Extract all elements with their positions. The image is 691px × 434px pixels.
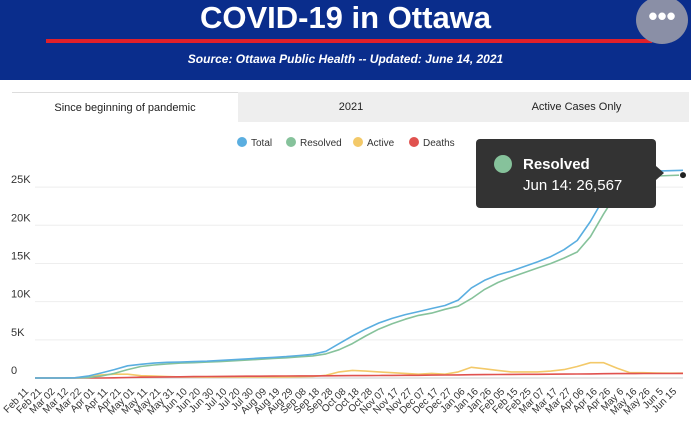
y-tick-label: 20K [11, 212, 31, 224]
more-options-button[interactable]: ••• [636, 0, 688, 44]
legend-item-resolved: Resolved [286, 137, 342, 149]
legend-swatch [353, 137, 363, 147]
y-tick-label: 0 [11, 365, 17, 377]
tooltip: Resolved Jun 14: 26,567 [476, 139, 664, 208]
highlight-point [679, 171, 687, 180]
tab-bar: Since beginning of pandemic 2021 Active … [12, 92, 689, 122]
legend-item-total: Total [237, 137, 272, 149]
legend-label: Resolved [300, 138, 342, 149]
legend-item-deaths: Deaths [409, 137, 455, 149]
tooltip-arrow [656, 166, 664, 180]
title-underline [46, 39, 652, 43]
legend-label: Total [251, 138, 272, 149]
tooltip-series: Resolved [523, 156, 590, 173]
series-line-active [35, 361, 683, 379]
series-line-deaths [35, 372, 684, 379]
tooltip-box [476, 139, 656, 208]
y-tick-label: 25K [11, 174, 31, 186]
legend-label: Deaths [423, 138, 455, 149]
page-subtitle: Source: Ottawa Public Health -- Updated:… [187, 52, 504, 66]
tooltip-value: Jun 14: 26,567 [523, 177, 622, 194]
legend-label: Active [367, 138, 395, 149]
page-title: COVID-19 in Ottawa [199, 0, 492, 35]
legend-item-active: Active [353, 137, 395, 149]
legend-swatch [286, 137, 296, 147]
tab-active-cases-only[interactable]: Active Cases Only [531, 101, 622, 113]
legend-swatch [409, 137, 419, 147]
tab-2021[interactable]: 2021 [338, 101, 364, 113]
y-tick-label: 5K [11, 327, 25, 339]
series-line-total [35, 169, 684, 379]
header-banner: COVID-19 in Ottawa Source: Ottawa Public… [0, 0, 691, 80]
more-horizontal-icon: ••• [648, 1, 676, 31]
tab-since-beginning[interactable]: Since beginning of pandemic [12, 92, 238, 122]
legend-swatch [237, 137, 247, 147]
y-tick-label: 10K [11, 289, 31, 301]
tooltip-swatch [494, 155, 512, 173]
series-line-resolved [35, 174, 684, 379]
y-tick-label: 15K [11, 250, 31, 262]
